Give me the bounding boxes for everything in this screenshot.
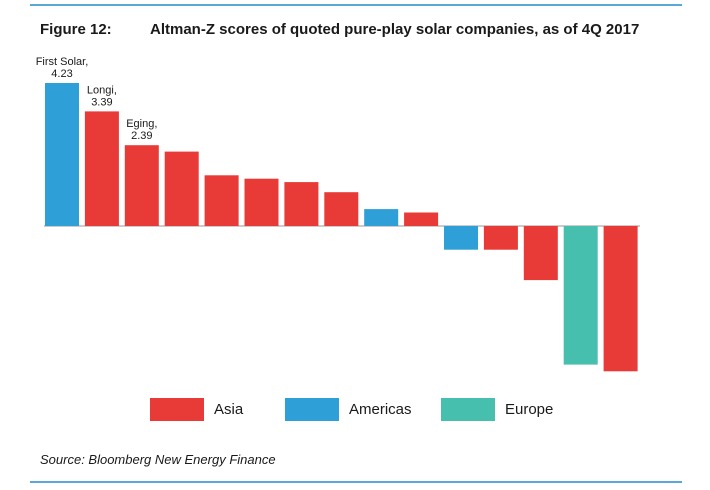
legend-swatch-europe bbox=[441, 398, 495, 421]
bar-2 bbox=[84, 111, 119, 226]
top-rule bbox=[30, 4, 682, 6]
chart-title: Altman-Z scores of quoted pure-play sola… bbox=[150, 21, 640, 38]
bar-6 bbox=[244, 178, 279, 226]
source-note: Source: Bloomberg New Energy Finance bbox=[40, 452, 276, 467]
legend-swatch-asia bbox=[150, 398, 204, 421]
bottom-rule bbox=[30, 481, 682, 483]
legend-swatch-americas bbox=[285, 398, 339, 421]
legend-item-asia: Asia bbox=[150, 398, 243, 421]
bar-4 bbox=[164, 151, 199, 226]
bar-3 bbox=[124, 145, 159, 226]
data-label-3: Eging, 2.39 bbox=[126, 118, 157, 142]
bar-9 bbox=[364, 209, 399, 226]
legend-label-americas: Americas bbox=[349, 401, 412, 418]
legend: Asia Americas Europe bbox=[0, 398, 710, 428]
bar-15 bbox=[603, 226, 638, 372]
legend-label-europe: Europe bbox=[505, 401, 554, 418]
bar-5 bbox=[204, 175, 239, 226]
bar-10 bbox=[404, 212, 439, 226]
bar-8 bbox=[324, 192, 359, 226]
bar-11 bbox=[444, 226, 478, 250]
bar-14 bbox=[563, 226, 598, 365]
bar-1 bbox=[45, 83, 79, 226]
legend-item-europe: Europe bbox=[441, 398, 553, 421]
bar-chart: First Solar, 4.23 Longi, 3.39 Eging, 2.39 bbox=[36, 56, 640, 372]
figure-label: Figure 12: bbox=[40, 21, 112, 38]
bar-12 bbox=[483, 226, 518, 250]
bar-7 bbox=[284, 182, 319, 226]
data-label-2: Longi, 3.39 bbox=[87, 84, 117, 108]
data-label-1: First Solar, 4.23 bbox=[36, 56, 89, 80]
legend-item-americas: Americas bbox=[285, 398, 412, 421]
legend-label-asia: Asia bbox=[214, 401, 244, 418]
bar-13 bbox=[523, 226, 558, 281]
